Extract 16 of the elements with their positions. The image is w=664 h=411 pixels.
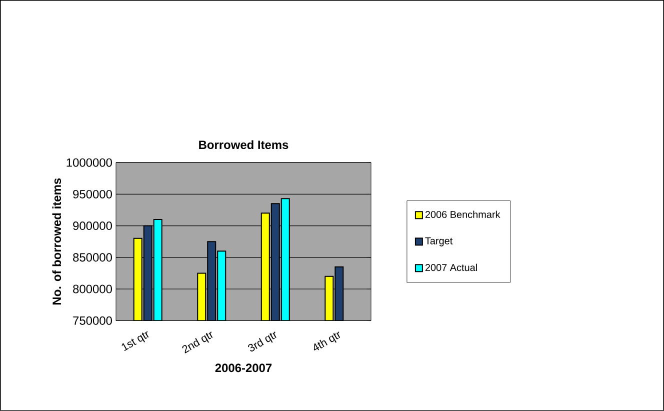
y-tick-label: 900000	[73, 222, 112, 230]
legend-label: 2006 Benchmark	[425, 210, 500, 218]
legend-label: Target	[425, 237, 453, 246]
y-tick-label: 800000	[73, 284, 112, 294]
x-tick-label: 3rd qtr	[248, 332, 276, 352]
x-tick-label: 4th qtr	[314, 332, 340, 351]
y-axis-title: No. of borrowed items	[52, 178, 62, 305]
x-tick-label: 2nd qtr	[182, 332, 213, 354]
chart-title: Borrowed Items	[199, 140, 288, 150]
x-tick-label: 1st qtr	[122, 331, 149, 352]
y-tick-label: 1000000	[66, 158, 112, 167]
legend-label: 2007 Actual	[425, 264, 477, 272]
y-tick-label: 850000	[73, 253, 112, 262]
x-axis-title: 2006-2007	[215, 364, 272, 372]
y-tick-label: 750000	[73, 316, 112, 325]
y-tick-label: 950000	[73, 190, 112, 198]
